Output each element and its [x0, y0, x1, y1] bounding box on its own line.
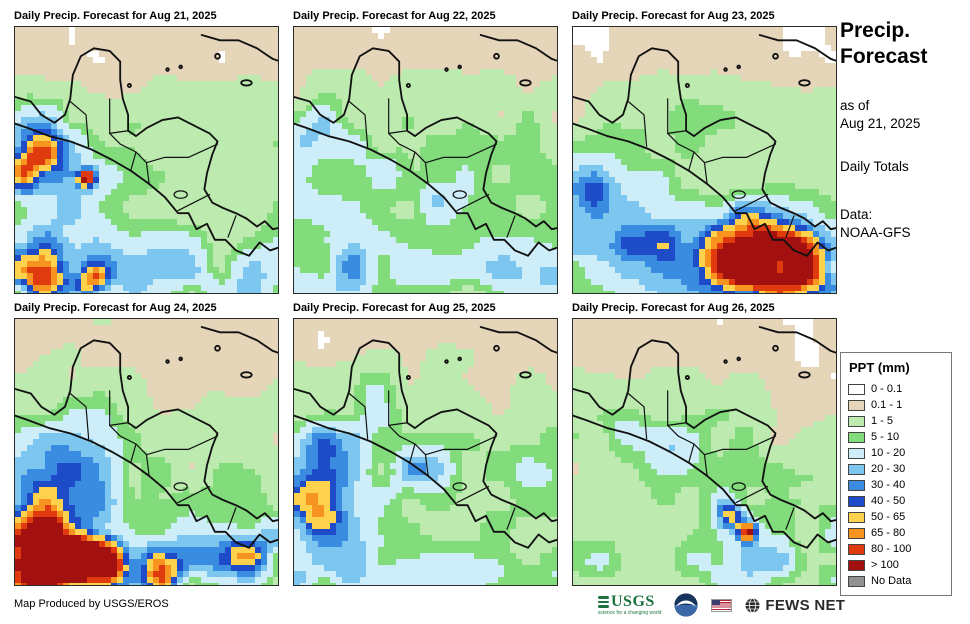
precip-map-aug25: [293, 318, 558, 586]
legend-row: No Data: [848, 573, 944, 589]
legend-label: 20 - 30: [871, 463, 906, 475]
legend-label: 40 - 50: [871, 495, 906, 507]
usgs-logo-text: USGS: [611, 593, 655, 610]
legend-row: 40 - 50: [848, 493, 944, 509]
usgs-bars-icon: [598, 596, 609, 608]
coastline-overlay: [573, 34, 836, 257]
map-grid-row-2: Daily Precip. Forecast for Aug 24, 2025 …: [14, 294, 837, 586]
usgs-logo: USGS science for a changing world: [598, 594, 661, 616]
data-source-value: NOAA-GFS: [840, 225, 911, 241]
map-grid-row-1: Daily Precip. Forecast for Aug 21, 2025 …: [14, 2, 837, 294]
precip-map-aug22: [293, 26, 558, 294]
legend-label: 10 - 20: [871, 447, 906, 459]
legend-color-swatch: [848, 399, 865, 411]
info-sidebar: Precip. Forecast as of Aug 21, 2025 Dail…: [840, 18, 964, 242]
legend-color-swatch: [848, 511, 865, 523]
page-title-line1: Precip.: [840, 19, 911, 42]
map-grid: Daily Precip. Forecast for Aug 21, 2025 …: [14, 2, 837, 586]
usgs-tagline: science for a changing world: [598, 610, 662, 616]
legend-label: 0.1 - 1: [871, 399, 903, 411]
data-source-label: Data:: [840, 206, 873, 222]
legend-row: 30 - 40: [848, 477, 944, 493]
fewsnet-logo: FEWS NET: [745, 597, 845, 614]
legend-row: 5 - 10: [848, 429, 944, 445]
legend-color-swatch: [848, 527, 865, 539]
as-of-block: as of Aug 21, 2025: [840, 97, 964, 133]
map-panel-aug21: Daily Precip. Forecast for Aug 21, 2025: [14, 2, 279, 294]
legend-row: 65 - 80: [848, 525, 944, 541]
precip-map-aug24: [14, 318, 279, 586]
coastline-overlay: [294, 326, 557, 549]
map-panel-title: Daily Precip. Forecast for Aug 21, 2025: [14, 10, 217, 22]
legend-label: 50 - 65: [871, 511, 906, 523]
precip-map-aug23: [572, 26, 837, 294]
coastline-overlay: [573, 326, 836, 549]
legend-color-swatch: [848, 543, 865, 555]
map-panel-title: Daily Precip. Forecast for Aug 23, 2025: [572, 10, 775, 22]
precip-map-aug26: [572, 318, 837, 586]
footer-logos: USGS science for a changing world FEWS N…: [598, 590, 845, 620]
legend-label: > 100: [871, 559, 899, 571]
page-title-line2: Forecast: [840, 44, 928, 68]
as-of-label: as of: [840, 98, 870, 114]
legend-row: 50 - 65: [848, 509, 944, 525]
legend-color-swatch: [848, 415, 865, 427]
page-title: Precip. Forecast: [840, 18, 964, 69]
map-panel-title: Daily Precip. Forecast for Aug 24, 2025: [14, 302, 217, 314]
data-source-block: Data: NOAA-GFS: [840, 206, 964, 242]
legend-title: PPT (mm): [849, 360, 910, 375]
fewsnet-globe-icon: [745, 597, 760, 613]
legend-color-swatch: [848, 431, 865, 443]
legend-row: 0.1 - 1: [848, 397, 944, 413]
precip-map-aug21: [14, 26, 279, 294]
as-of-date: Aug 21, 2025: [840, 116, 921, 132]
legend-row: 10 - 20: [848, 445, 944, 461]
map-panel-aug26: Daily Precip. Forecast for Aug 26, 2025: [572, 294, 837, 586]
map-panel-aug22: Daily Precip. Forecast for Aug 22, 2025: [293, 2, 558, 294]
coastline-overlay: [15, 326, 278, 549]
legend-label: 0 - 0.1: [871, 383, 903, 395]
map-panel-aug25: Daily Precip. Forecast for Aug 25, 2025: [293, 294, 558, 586]
noaa-logo-icon: [674, 593, 698, 617]
legend-color-swatch: [848, 495, 865, 507]
legend-label: 65 - 80: [871, 527, 906, 539]
legend-color-swatch: [848, 383, 865, 395]
map-panel-title: Daily Precip. Forecast for Aug 22, 2025: [293, 10, 496, 22]
legend-row: > 100: [848, 557, 944, 573]
legend-color-swatch: [848, 463, 865, 475]
legend-label: 1 - 5: [871, 415, 894, 427]
fewsnet-logo-text: FEWS NET: [765, 596, 846, 614]
map-credit: Map Produced by USGS/EROS: [14, 598, 169, 610]
legend-label: 30 - 40: [871, 479, 906, 491]
legend-color-swatch: [848, 559, 865, 571]
legend-color-swatch: [848, 575, 865, 587]
map-panel-aug23: Daily Precip. Forecast for Aug 23, 2025: [572, 2, 837, 294]
legend-row: 80 - 100: [848, 541, 944, 557]
coastline-overlay: [15, 34, 278, 257]
legend-row: 0 - 0.1: [848, 381, 944, 397]
legend-color-swatch: [848, 479, 865, 491]
map-panel-title: Daily Precip. Forecast for Aug 25, 2025: [293, 302, 496, 314]
map-panel-aug24: Daily Precip. Forecast for Aug 24, 2025: [14, 294, 279, 586]
legend-row: 1 - 5: [848, 413, 944, 429]
legend-label: No Data: [871, 575, 912, 587]
legend-row: 20 - 30: [848, 461, 944, 477]
legend-label: 5 - 10: [871, 431, 900, 443]
ppt-legend: PPT (mm) 0 - 0.1 0.1 - 1 1 - 5 5 - 10 10…: [840, 352, 952, 596]
daily-totals-label: Daily Totals: [840, 158, 909, 174]
us-flag-icon: [711, 598, 733, 612]
map-panel-title: Daily Precip. Forecast for Aug 26, 2025: [572, 302, 775, 314]
legend-color-swatch: [848, 447, 865, 459]
coastline-overlay: [294, 34, 557, 257]
legend-label: 80 - 100: [871, 543, 912, 555]
